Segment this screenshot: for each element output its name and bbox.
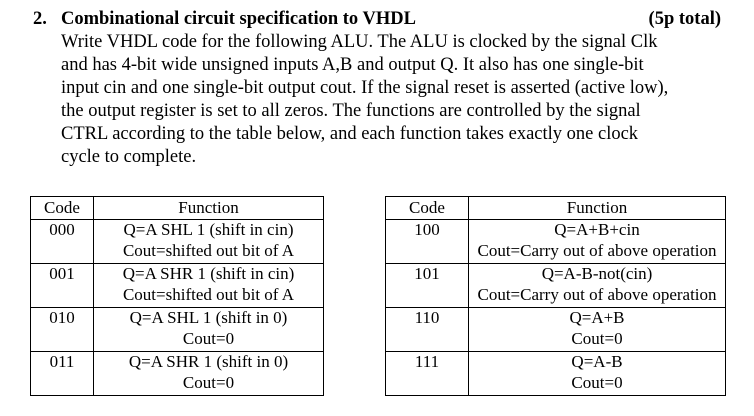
function-cell: Q=A SHR 1 (shift in cin) Cout=shifted ou…	[93, 263, 324, 308]
function-operation: Q=A SHR 1 (shift in cin)	[122, 264, 295, 283]
table-header-row: Code Function	[30, 196, 324, 220]
function-operation: Q=A-B	[571, 352, 623, 371]
function-operation: Q=A+B+cin	[554, 220, 640, 239]
question-line: Write VHDL code for the following ALU. T…	[61, 32, 658, 52]
question-heading: 2. Combinational circuit specification to…	[33, 8, 416, 31]
table-row: 000 Q=A SHL 1 (shift in cin) Cout=shifte…	[30, 219, 324, 264]
table-row: 010 Q=A SHL 1 (shift in 0) Cout=0	[30, 307, 324, 352]
code-cell: 100	[385, 219, 469, 264]
function-cell: Q=A SHL 1 (shift in 0) Cout=0	[93, 307, 324, 352]
code-cell: 101	[385, 263, 469, 308]
question-text: Write VHDL code for the following ALU. T…	[61, 31, 721, 169]
function-column-header: Function	[93, 196, 324, 220]
function-cell: Q=A SHR 1 (shift in 0) Cout=0	[93, 351, 324, 396]
question-number: 2.	[33, 9, 47, 29]
question-line: cycle to complete.	[61, 147, 197, 167]
question-line: CTRL according to the table below, and e…	[61, 124, 639, 144]
function-carry: Cout=0	[571, 328, 623, 348]
table-row: 011 Q=A SHR 1 (shift in 0) Cout=0	[30, 351, 324, 396]
code-cell: 000	[30, 219, 94, 264]
code-cell: 110	[385, 307, 469, 352]
function-carry: Cout=0	[571, 372, 623, 392]
table-row: 001 Q=A SHR 1 (shift in cin) Cout=shifte…	[30, 263, 324, 308]
question-title: Combinational circuit specification to V…	[61, 9, 416, 29]
question-block: 2. Combinational circuit specification to…	[33, 8, 721, 169]
function-carry: Cout=Carry out of above operation	[477, 284, 717, 304]
function-carry: Cout=0	[182, 372, 235, 392]
function-table-left: Code Function 000 Q=A SHL 1 (shift in ci…	[30, 196, 324, 396]
function-cell: Q=A+B Cout=0	[468, 307, 726, 352]
table-row: 100 Q=A+B+cin Cout=Carry out of above op…	[385, 219, 726, 264]
function-carry: Cout=shifted out bit of A	[122, 284, 295, 304]
function-operation: Q=A SHL 1 (shift in 0)	[129, 308, 288, 327]
function-cell: Q=A-B Cout=0	[468, 351, 726, 396]
code-cell: 111	[385, 351, 469, 396]
function-carry: Cout=Carry out of above operation	[477, 240, 717, 260]
code-column-header: Code	[30, 196, 94, 220]
function-column-header: Function	[468, 196, 726, 220]
code-cell: 001	[30, 263, 94, 308]
question-header: 2. Combinational circuit specification to…	[33, 8, 721, 31]
function-cell: Q=A+B+cin Cout=Carry out of above operat…	[468, 219, 726, 264]
function-carry: Cout=shifted out bit of A	[122, 240, 295, 260]
function-table-right: Code Function 100 Q=A+B+cin Cout=Carry o…	[385, 196, 726, 396]
question-line: input cin and one single-bit output cout…	[61, 78, 669, 98]
question-line: the output register is set to all zeros.…	[61, 101, 641, 121]
function-operation: Q=A-B-not(cin)	[541, 264, 653, 283]
code-cell: 010	[30, 307, 94, 352]
question-line: and has 4-bit wide unsigned inputs A,B a…	[61, 55, 644, 75]
function-operation: Q=A+B	[569, 308, 625, 327]
code-cell: 011	[30, 351, 94, 396]
code-column-header: Code	[385, 196, 469, 220]
table-row: 111 Q=A-B Cout=0	[385, 351, 726, 396]
table-header-row: Code Function	[385, 196, 726, 220]
function-cell: Q=A-B-not(cin) Cout=Carry out of above o…	[468, 263, 726, 308]
table-row: 101 Q=A-B-not(cin) Cout=Carry out of abo…	[385, 263, 726, 308]
question-points: (5p total)	[648, 9, 721, 29]
function-operation: Q=A SHR 1 (shift in 0)	[128, 352, 289, 371]
function-cell: Q=A SHL 1 (shift in cin) Cout=shifted ou…	[93, 219, 324, 264]
table-row: 110 Q=A+B Cout=0	[385, 307, 726, 352]
function-operation: Q=A SHL 1 (shift in cin)	[123, 220, 294, 239]
function-carry: Cout=0	[182, 328, 235, 348]
